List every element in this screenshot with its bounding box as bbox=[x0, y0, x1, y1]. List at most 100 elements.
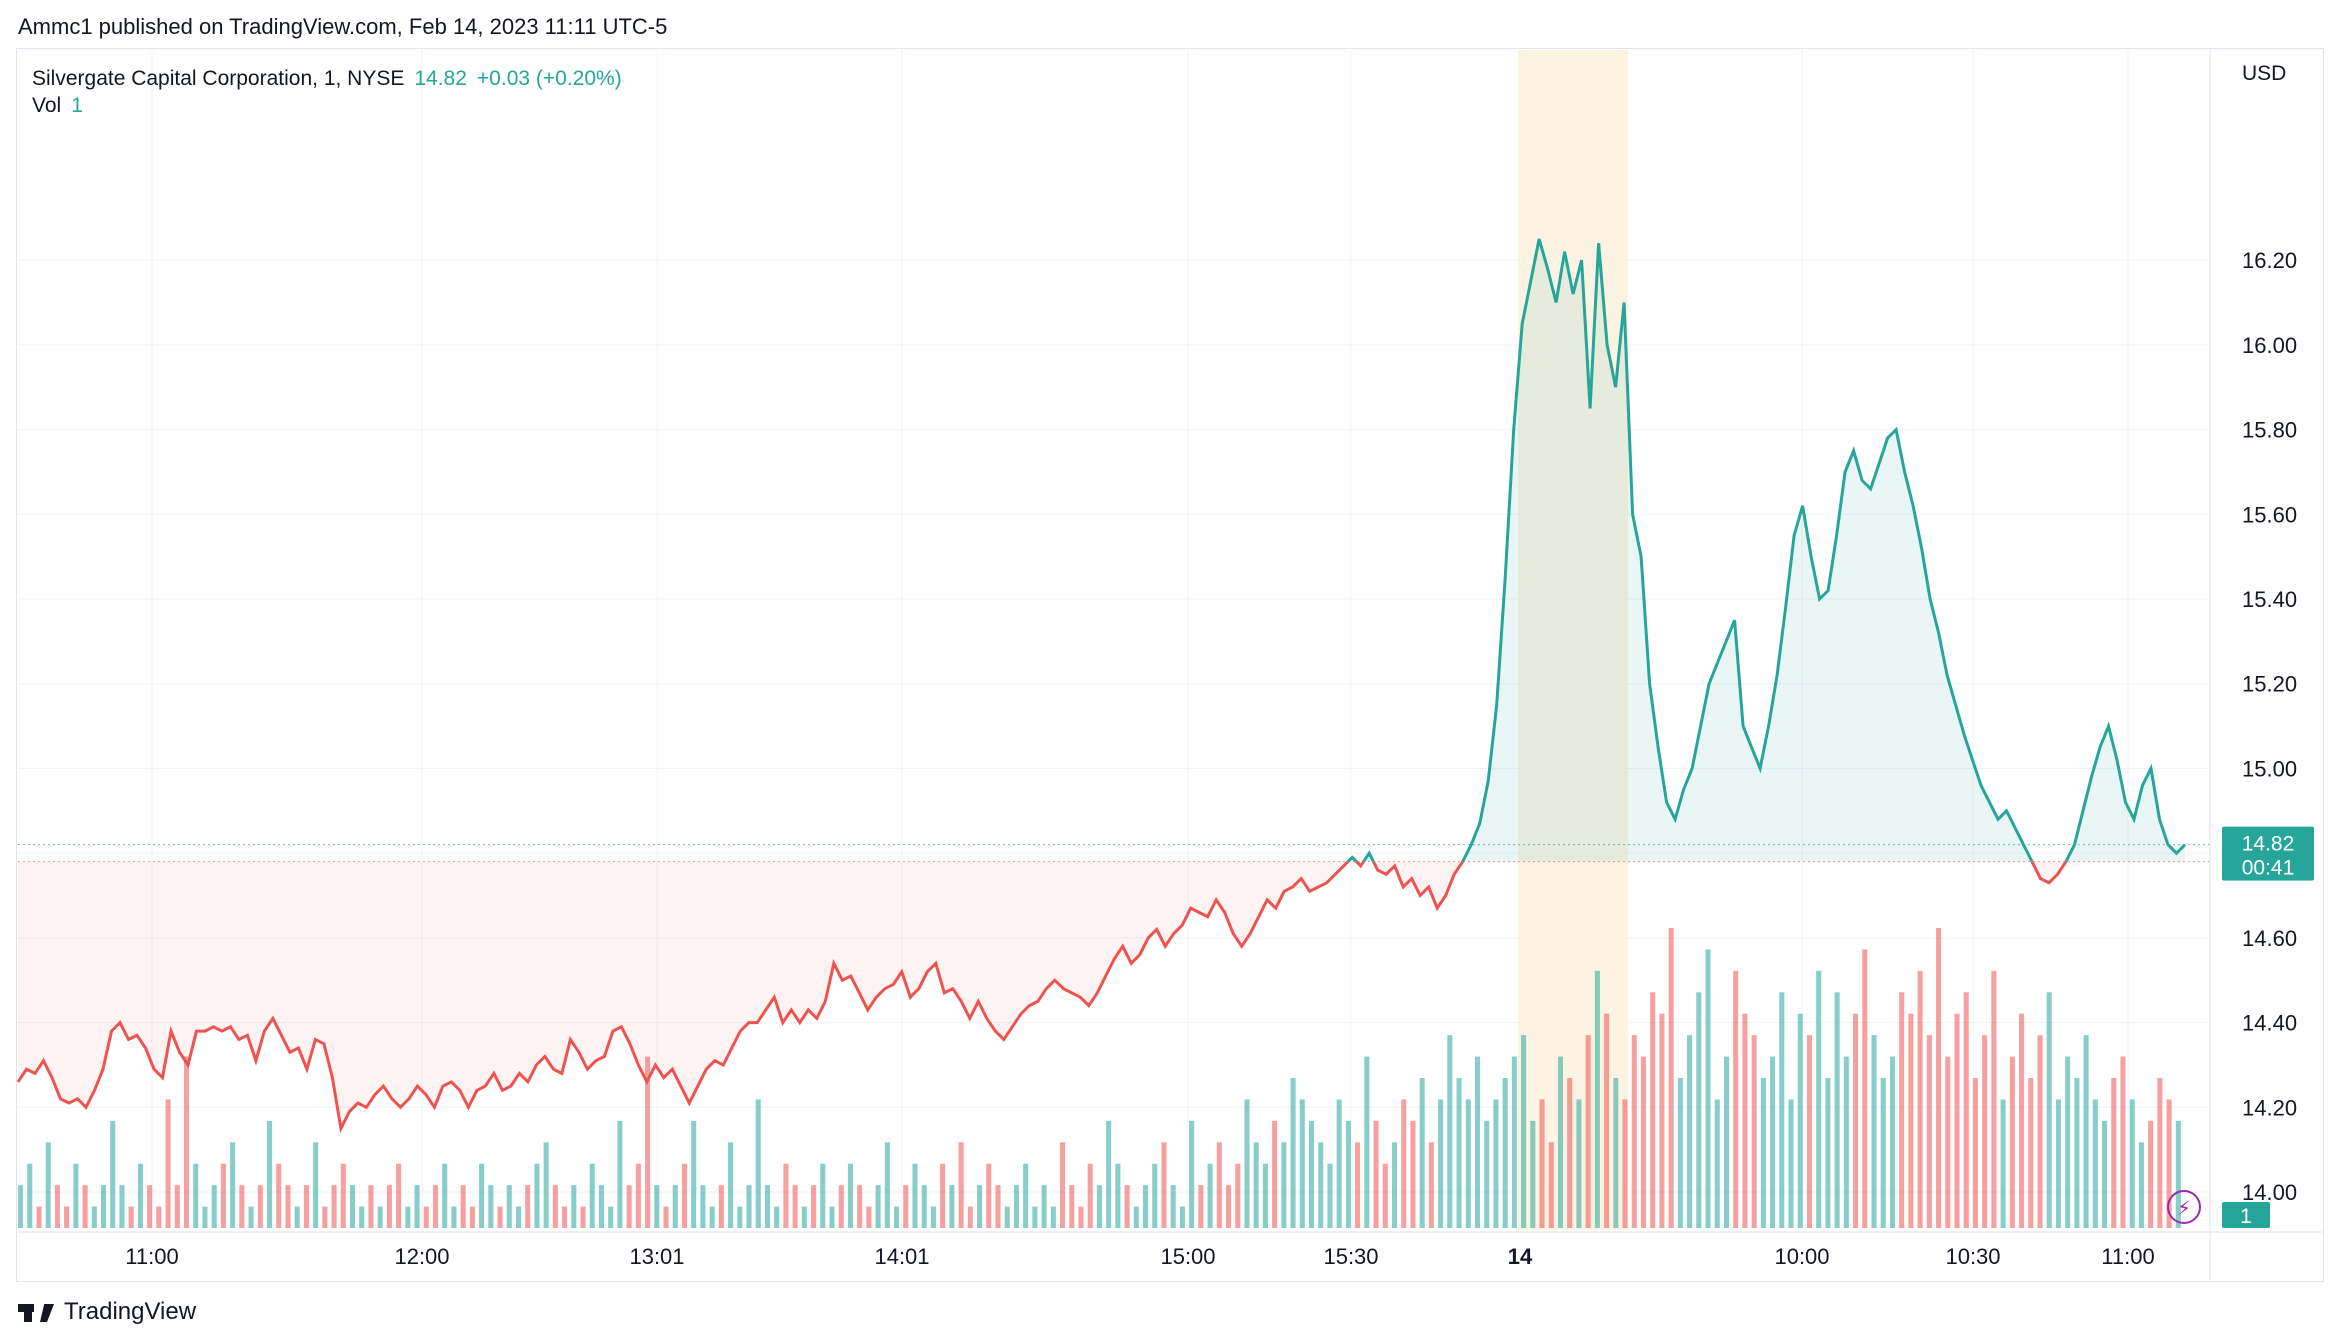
volume-bar bbox=[1262, 1163, 1268, 1228]
last-price: 14.82 bbox=[414, 67, 467, 90]
volume-bar bbox=[1060, 1142, 1066, 1228]
volume-bar bbox=[1474, 1056, 1481, 1228]
y-tick-label: 15.60 bbox=[2242, 502, 2297, 527]
volume-bar bbox=[838, 1185, 844, 1228]
symbol-legend[interactable]: Silvergate Capital Corporation, 1, NYSE 1… bbox=[32, 64, 622, 94]
volume-bar bbox=[183, 1056, 190, 1228]
volume-bar bbox=[672, 1185, 678, 1228]
volume-bar bbox=[737, 1206, 743, 1228]
volume-bar bbox=[1096, 1185, 1102, 1228]
volume-bar bbox=[266, 1120, 273, 1228]
volume-bar bbox=[469, 1206, 475, 1228]
volume-bar bbox=[211, 1185, 217, 1228]
volume-bar bbox=[2000, 1099, 2006, 1228]
volume-bar bbox=[571, 1185, 577, 1228]
volume-bar bbox=[2028, 1078, 2034, 1228]
volume-bar bbox=[903, 1185, 909, 1228]
volume-bar bbox=[940, 1163, 946, 1228]
volume-bar bbox=[1622, 1099, 1628, 1228]
y-tick-label: 16.20 bbox=[2242, 248, 2297, 273]
symbol-title: Silvergate Capital Corporation, 1, NYSE bbox=[32, 67, 405, 90]
volume-badge-value: 1 bbox=[2240, 1205, 2252, 1228]
volume-bar bbox=[460, 1185, 466, 1228]
volume-bar bbox=[986, 1163, 992, 1228]
volume-bar bbox=[1078, 1206, 1084, 1228]
volume-bar bbox=[921, 1185, 927, 1228]
volume-bar bbox=[663, 1206, 669, 1228]
volume-bar bbox=[1733, 970, 1739, 1228]
y-tick-label: 14.40 bbox=[2242, 1011, 2297, 1036]
volume-bar bbox=[580, 1206, 586, 1228]
footer-brand[interactable]: TradingView bbox=[18, 1298, 196, 1326]
volume-bar bbox=[829, 1206, 835, 1228]
volume-bar bbox=[1290, 1078, 1296, 1228]
volume-bar bbox=[1391, 1142, 1398, 1228]
volume-bar bbox=[331, 1185, 337, 1228]
volume-bar bbox=[1161, 1142, 1167, 1228]
volume-bar bbox=[1032, 1206, 1038, 1228]
countdown-value: 00:41 bbox=[2242, 857, 2295, 880]
volume-bar bbox=[1567, 1078, 1573, 1228]
volume-bar bbox=[608, 1206, 614, 1228]
volume-bar bbox=[1318, 1142, 1324, 1228]
volume-bar bbox=[967, 1206, 973, 1228]
volume-bar bbox=[451, 1206, 457, 1228]
volume-bar bbox=[1087, 1163, 1093, 1228]
volume-bar bbox=[479, 1163, 485, 1228]
volume-bar bbox=[562, 1206, 568, 1228]
volume-bar bbox=[1843, 1056, 1849, 1228]
volume-bar bbox=[1438, 1099, 1444, 1228]
volume-bar bbox=[1954, 1013, 1960, 1228]
volume-bar bbox=[1972, 1078, 1978, 1228]
area-fill-above bbox=[18, 239, 2185, 862]
volume-bar bbox=[1908, 1013, 1914, 1228]
x-tick-label: 12:00 bbox=[394, 1244, 449, 1269]
currency-label: USD bbox=[2242, 62, 2286, 85]
chart-frame[interactable] bbox=[16, 48, 2324, 1282]
volume-bar bbox=[1152, 1163, 1158, 1228]
volume-bar bbox=[1687, 1035, 1693, 1228]
volume-bar bbox=[783, 1163, 789, 1228]
x-tick-label: 14:01 bbox=[874, 1244, 929, 1269]
volume-bar bbox=[764, 1185, 770, 1228]
volume-bar bbox=[128, 1206, 134, 1228]
price-badge bbox=[2222, 826, 2314, 881]
volume-bar bbox=[801, 1206, 807, 1228]
volume-bar bbox=[1659, 1013, 1665, 1228]
volume-bar bbox=[709, 1206, 715, 1228]
volume-bar bbox=[847, 1163, 853, 1228]
volume-bar bbox=[54, 1185, 60, 1228]
volume-bar bbox=[2055, 1099, 2061, 1228]
volume-bar bbox=[884, 1142, 890, 1228]
volume-bar bbox=[1235, 1163, 1241, 1228]
volume-bar bbox=[977, 1185, 983, 1228]
volume-legend[interactable]: Vol 1 bbox=[32, 94, 83, 118]
volume-bar bbox=[1797, 1013, 1803, 1228]
volume-bar bbox=[1373, 1120, 1379, 1228]
brand-name: TradingView bbox=[64, 1298, 197, 1325]
volume-bar bbox=[1207, 1163, 1213, 1228]
volume-bar bbox=[1668, 928, 1674, 1228]
volume-bar bbox=[2175, 1120, 2181, 1228]
volume-bar bbox=[100, 1185, 107, 1228]
lightning-icon[interactable]: ⚡ bbox=[2167, 1190, 2201, 1224]
volume-bar bbox=[1493, 1099, 1499, 1228]
volume-bar bbox=[368, 1185, 374, 1228]
volume-bar bbox=[1355, 1142, 1361, 1228]
volume-bar bbox=[1936, 928, 1942, 1228]
volume-bar bbox=[1640, 1056, 1647, 1228]
volume-bar bbox=[598, 1185, 605, 1228]
volume-bar bbox=[276, 1163, 282, 1228]
volume-bar bbox=[1327, 1163, 1333, 1228]
volume-bar bbox=[497, 1206, 503, 1228]
volume-bar bbox=[1244, 1099, 1250, 1228]
volume-bar bbox=[1631, 1035, 1637, 1228]
volume-bar bbox=[2065, 1056, 2071, 1228]
volume-bar bbox=[820, 1163, 826, 1228]
y-tick-label: 16.00 bbox=[2242, 333, 2297, 358]
volume-bar bbox=[2009, 1056, 2015, 1228]
volume-bar bbox=[110, 1120, 116, 1228]
volume-bar bbox=[1253, 1142, 1259, 1228]
volume-bar bbox=[294, 1206, 300, 1228]
